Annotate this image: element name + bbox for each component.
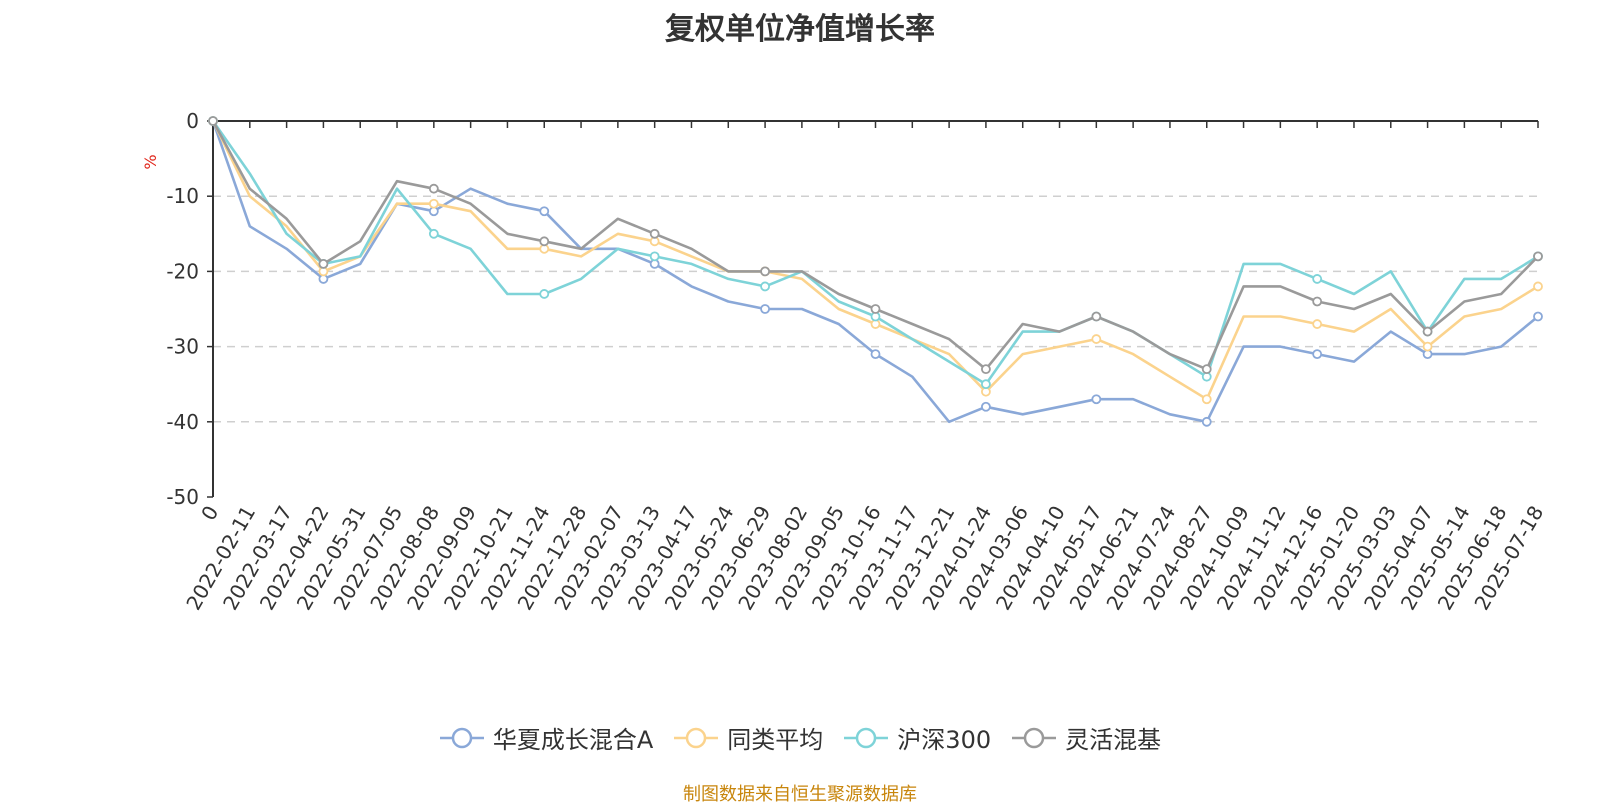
legend-marker-icon: [844, 727, 889, 748]
legend-marker-icon: [439, 727, 484, 748]
y-tick-label: -10: [166, 184, 199, 208]
data-point: [1533, 251, 1543, 262]
y-tick-label: 0: [186, 109, 199, 133]
data-point: [428, 228, 439, 239]
legend-label: 华夏成长混合A: [492, 726, 654, 754]
data-point: [760, 281, 770, 292]
y-tick-label: -30: [166, 335, 199, 359]
x-tick-label: 0: [196, 502, 223, 525]
data-point: [1533, 311, 1543, 322]
data-point: [981, 364, 991, 375]
y-tick-label: -20: [166, 259, 199, 283]
data-point: [1091, 334, 1102, 344]
chart-title: 复权单位净值增长率: [665, 12, 935, 47]
series-line-4: [211, 120, 1539, 371]
chart-legend: 华夏成长混合A 同类平均 沪深300 灵活混基: [0, 720, 1600, 755]
data-point: [1201, 364, 1212, 375]
data-point: [1312, 296, 1323, 307]
data-point: [1091, 394, 1102, 405]
data-point: [428, 198, 439, 209]
legend-item[interactable]: 华夏成长混合A: [439, 720, 653, 755]
data-point: [1312, 274, 1323, 284]
data-point: [1312, 319, 1323, 329]
data-point: [1091, 311, 1102, 322]
data-point: [208, 116, 218, 126]
legend-item[interactable]: 同类平均: [673, 720, 823, 755]
source-note: 制图数据来自恒生聚源数据库: [683, 784, 917, 805]
data-point: [539, 236, 550, 247]
data-point: [1201, 416, 1212, 427]
data-point: [1312, 349, 1323, 360]
data-point: [649, 228, 660, 239]
data-point: [981, 379, 991, 390]
data-point: [649, 251, 660, 262]
data-point: [318, 258, 329, 269]
y-axis-unit: %: [141, 154, 160, 169]
data-point: [1422, 326, 1433, 337]
data-point: [1201, 394, 1212, 405]
legend-item[interactable]: 沪深300: [843, 720, 991, 755]
series-line-3: [211, 120, 1539, 386]
data-point: [981, 401, 991, 412]
legend-label: 沪深300: [897, 726, 992, 754]
data-point: [539, 289, 550, 299]
legend-item[interactable]: 灵活混基: [1011, 720, 1161, 755]
line-chart: 0-10-20-30-40-50%02022-02-112022-03-1720…: [141, 109, 1548, 614]
data-point: [870, 349, 881, 360]
data-point: [760, 304, 770, 314]
data-point: [428, 183, 439, 194]
y-tick-label: -40: [166, 410, 199, 434]
legend-marker-icon: [1012, 727, 1057, 748]
data-point: [539, 206, 550, 217]
y-tick-label: -50: [166, 485, 199, 509]
data-point: [870, 304, 881, 314]
legend-marker-icon: [674, 727, 719, 748]
legend-label: 灵活混基: [1065, 726, 1162, 754]
data-point: [1533, 281, 1543, 292]
data-point: [760, 266, 770, 277]
legend-label: 同类平均: [727, 726, 824, 754]
data-point: [1422, 341, 1433, 352]
